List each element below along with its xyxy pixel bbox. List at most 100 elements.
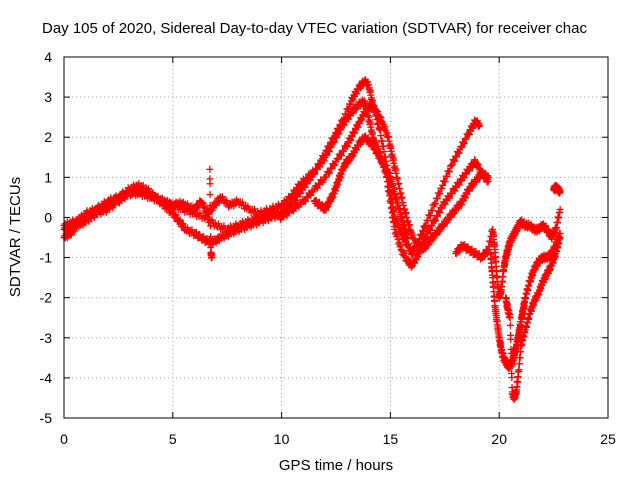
data-point: [431, 216, 439, 224]
data-point: [325, 169, 333, 177]
data-point: [206, 165, 214, 173]
data-point: [398, 193, 406, 201]
data-point: [394, 175, 402, 183]
plot-frame: [63, 56, 609, 419]
data-point: [351, 129, 359, 137]
data-point: [397, 241, 405, 249]
data-point: [348, 133, 356, 141]
data-point: [332, 134, 340, 142]
data-point: [394, 180, 402, 188]
data-point: [422, 234, 430, 242]
x-tick-label: 15: [383, 431, 399, 447]
grid: [64, 57, 608, 418]
data-point: [427, 221, 435, 229]
data-point: [461, 134, 469, 142]
data-point: [404, 234, 412, 241]
data-point: [439, 181, 447, 189]
data-point: [506, 314, 514, 322]
data-point: [426, 212, 434, 220]
data-point: [358, 116, 366, 124]
data-point: [405, 221, 413, 229]
data-point: [476, 121, 484, 129]
data-point: [395, 179, 403, 187]
data-point: [310, 169, 318, 177]
data-point: [507, 359, 515, 367]
data-point: [354, 123, 362, 131]
data-point: [484, 173, 492, 181]
data-point: [379, 142, 387, 150]
data-point: [450, 209, 458, 217]
data-point: [340, 147, 348, 155]
data-point: [419, 227, 427, 235]
data-point: [517, 348, 525, 356]
y-tick-label: -2: [40, 290, 53, 306]
data-point: [376, 112, 384, 120]
data-point: [484, 172, 492, 180]
data-point: [337, 152, 345, 160]
data-point: [331, 138, 339, 146]
data-point: [396, 185, 404, 193]
x-tick-label: 20: [491, 431, 507, 447]
data-point: [207, 222, 215, 230]
data-point: [383, 129, 391, 137]
data-point: [378, 117, 386, 125]
y-tick-label: 2: [44, 129, 52, 145]
data-point: [556, 205, 564, 213]
data-point: [403, 213, 411, 221]
data-point: [223, 197, 231, 205]
data-point: [445, 193, 453, 201]
data-point: [319, 178, 327, 186]
data-point: [208, 254, 216, 262]
data-point: [409, 231, 417, 239]
data-point: [506, 321, 514, 329]
data-point: [335, 130, 343, 138]
data-point: [433, 212, 441, 220]
data-point: [428, 222, 436, 230]
chart-title: Day 105 of 2020, Sidereal Day-to-day VTE…: [42, 20, 587, 37]
data-point: [218, 193, 226, 201]
x-tick-label: 0: [60, 431, 68, 447]
data-point: [393, 173, 401, 181]
data-point: [207, 233, 215, 241]
data-point: [314, 184, 322, 192]
data-point: [435, 208, 443, 216]
data-point: [349, 152, 357, 160]
data-point: [327, 143, 335, 151]
data-point: [397, 189, 405, 197]
data-point: [81, 219, 89, 227]
data-point: [556, 187, 564, 195]
data-point: [438, 185, 446, 193]
data-point: [451, 157, 459, 165]
data-point: [421, 234, 429, 241]
data-point: [361, 110, 369, 118]
data-point: [515, 360, 523, 368]
data-point: [465, 130, 473, 138]
data-point: [507, 349, 515, 357]
data-point: [336, 151, 344, 159]
data-point: [381, 123, 389, 131]
data-point: [380, 148, 388, 156]
data-point: [328, 165, 336, 173]
data-point: [200, 200, 208, 208]
data-point: [172, 211, 180, 219]
y-tick-label: -4: [40, 370, 53, 386]
data-point: [436, 209, 444, 217]
data-point: [330, 137, 338, 145]
data-point: [460, 139, 468, 147]
data-point: [238, 198, 246, 206]
x-tick-label: 5: [169, 431, 177, 447]
data-point: [378, 137, 386, 145]
data-point: [443, 173, 451, 181]
data-point: [432, 200, 440, 208]
data-point: [441, 178, 449, 186]
data-point: [144, 185, 152, 193]
y-tick-label: -5: [40, 410, 53, 426]
data-point: [433, 195, 441, 203]
data-point: [198, 199, 206, 207]
data-point: [402, 209, 410, 217]
data-point: [401, 249, 409, 257]
data-point: [441, 200, 449, 208]
data-point: [458, 143, 466, 151]
data-point: [326, 142, 334, 150]
